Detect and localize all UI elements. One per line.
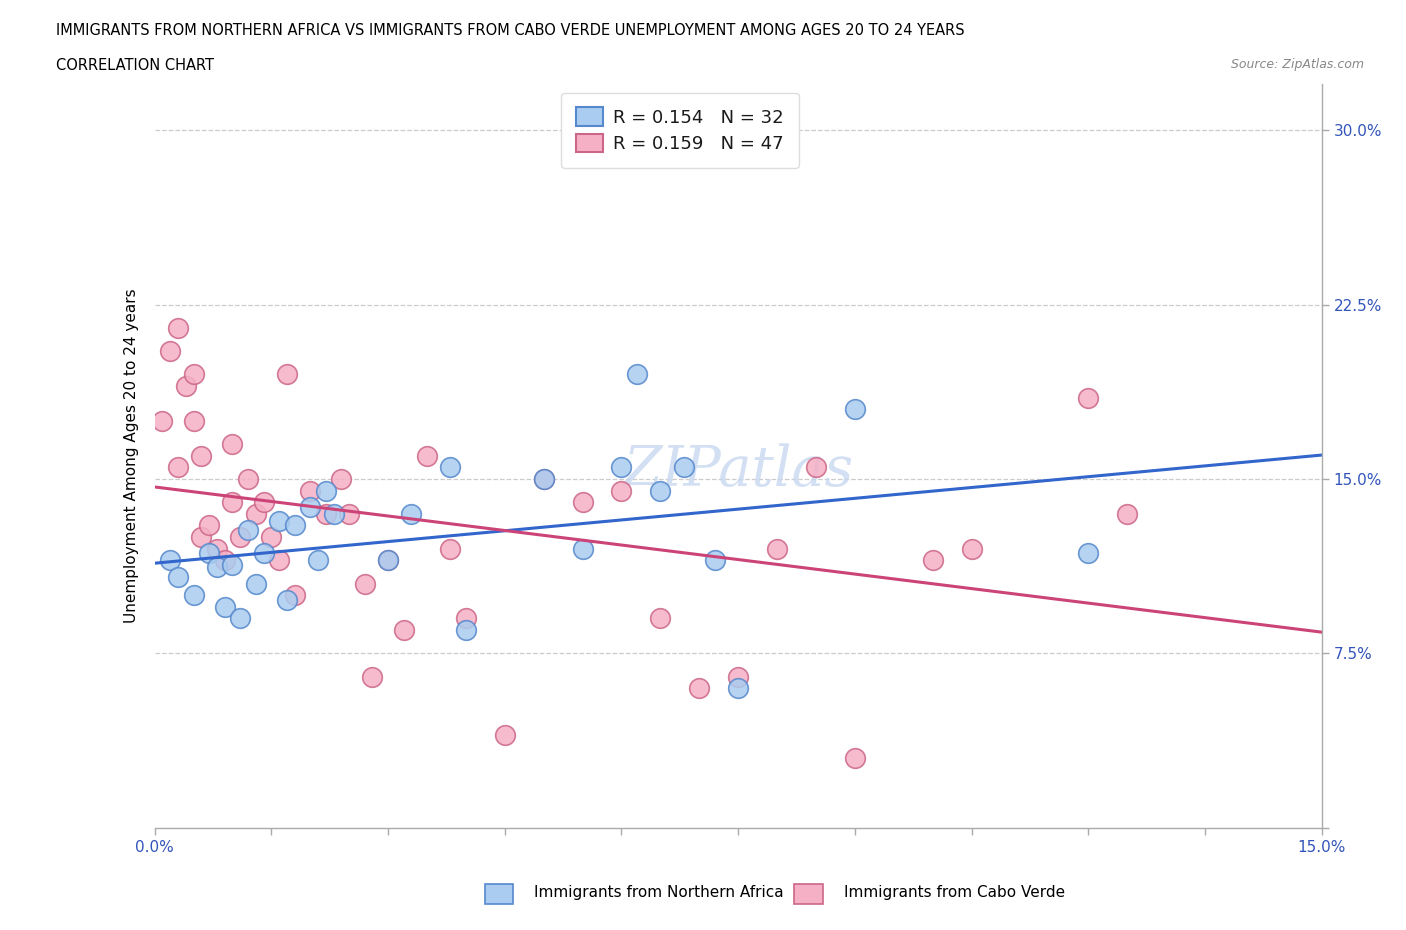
Text: Source: ZipAtlas.com: Source: ZipAtlas.com — [1230, 58, 1364, 71]
Point — [439, 459, 461, 474]
Point — [401, 506, 423, 521]
Point — [315, 506, 337, 521]
Point — [703, 552, 725, 567]
Point — [252, 495, 274, 510]
Point — [844, 402, 866, 417]
Point — [454, 611, 477, 626]
Point — [533, 472, 555, 486]
Point — [260, 529, 283, 544]
Point — [571, 495, 593, 510]
Point — [276, 592, 298, 607]
Point — [650, 611, 672, 626]
Point — [727, 670, 749, 684]
Point — [152, 413, 174, 428]
Point — [205, 541, 228, 556]
Point — [159, 343, 181, 358]
Point — [245, 506, 267, 521]
Point — [221, 557, 243, 572]
Point — [198, 546, 221, 561]
Point — [533, 472, 555, 486]
Point — [269, 513, 291, 528]
Point — [221, 495, 243, 510]
Point — [416, 448, 439, 463]
Point — [299, 484, 322, 498]
Point — [1116, 506, 1139, 521]
Point — [167, 569, 190, 584]
Point — [960, 541, 983, 556]
Point — [284, 588, 307, 603]
Point — [688, 681, 710, 696]
Point — [672, 459, 695, 474]
Point — [315, 484, 337, 498]
Point — [307, 552, 329, 567]
Point — [804, 459, 827, 474]
Point — [494, 727, 516, 742]
Point — [299, 499, 322, 514]
Point — [377, 552, 399, 567]
Point — [337, 506, 360, 521]
Point — [571, 541, 593, 556]
Point — [174, 379, 197, 393]
Point — [610, 459, 633, 474]
Point — [167, 459, 190, 474]
Point — [269, 552, 291, 567]
Point — [236, 472, 259, 486]
Point — [284, 518, 307, 533]
Point — [229, 611, 252, 626]
Text: Immigrants from Cabo Verde: Immigrants from Cabo Verde — [844, 885, 1064, 900]
Point — [610, 484, 633, 498]
Point — [229, 529, 252, 544]
Point — [252, 546, 274, 561]
Point — [921, 552, 943, 567]
Point — [190, 529, 212, 544]
Point — [626, 366, 648, 381]
Point — [1077, 390, 1099, 405]
Point — [214, 600, 236, 615]
Point — [361, 670, 384, 684]
Point — [276, 366, 298, 381]
Text: ZIPatlas: ZIPatlas — [623, 444, 853, 498]
Point — [439, 541, 461, 556]
Point — [190, 448, 212, 463]
Point — [167, 320, 190, 335]
Point — [183, 588, 205, 603]
Point — [221, 436, 243, 451]
Point — [454, 623, 477, 638]
Point — [650, 484, 672, 498]
Point — [183, 366, 205, 381]
Text: Immigrants from Northern Africa: Immigrants from Northern Africa — [534, 885, 785, 900]
Point — [205, 560, 228, 575]
Point — [330, 472, 353, 486]
Point — [392, 623, 415, 638]
Point — [727, 681, 749, 696]
Point — [214, 552, 236, 567]
Point — [377, 552, 399, 567]
Point — [1077, 546, 1099, 561]
Y-axis label: Unemployment Among Ages 20 to 24 years: Unemployment Among Ages 20 to 24 years — [124, 288, 139, 623]
Point — [844, 751, 866, 765]
Point — [236, 523, 259, 538]
Point — [322, 506, 344, 521]
Point — [353, 576, 375, 591]
Legend: R = 0.154   N = 32, R = 0.159   N = 47: R = 0.154 N = 32, R = 0.159 N = 47 — [561, 93, 799, 167]
Point — [198, 518, 221, 533]
Point — [245, 576, 267, 591]
Text: IMMIGRANTS FROM NORTHERN AFRICA VS IMMIGRANTS FROM CABO VERDE UNEMPLOYMENT AMONG: IMMIGRANTS FROM NORTHERN AFRICA VS IMMIG… — [56, 23, 965, 38]
Point — [159, 552, 181, 567]
Text: CORRELATION CHART: CORRELATION CHART — [56, 58, 214, 73]
Point — [183, 413, 205, 428]
Point — [766, 541, 789, 556]
